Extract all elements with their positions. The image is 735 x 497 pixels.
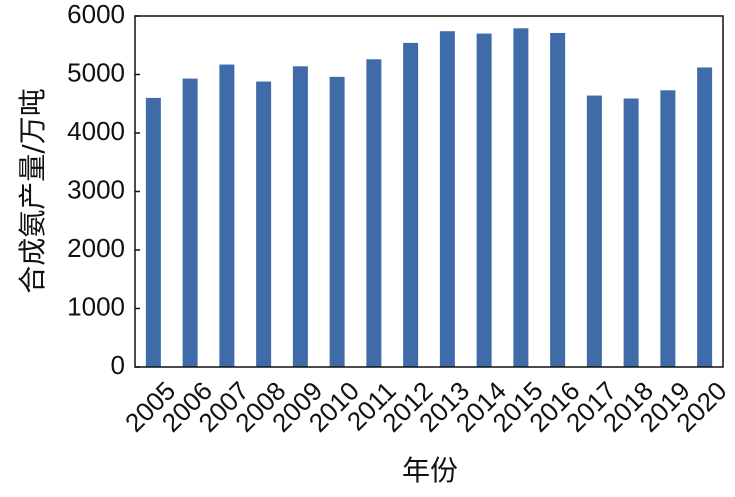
bar	[439, 31, 455, 368]
bar	[292, 66, 308, 367]
bar	[697, 67, 713, 367]
bar	[256, 81, 272, 368]
bar	[550, 32, 566, 368]
bar	[329, 76, 345, 367]
y-tick-label: 3000	[67, 174, 125, 204]
y-tick-label: 5000	[67, 57, 125, 87]
bar	[403, 42, 419, 367]
bar	[660, 90, 676, 368]
bar	[476, 33, 492, 368]
bar	[586, 95, 602, 367]
bar	[145, 97, 161, 368]
y-tick-label: 6000	[67, 0, 125, 29]
y-tick-label: 1000	[67, 291, 125, 321]
bar	[366, 59, 382, 367]
x-axis-title: 年份	[402, 454, 458, 487]
bar	[623, 98, 639, 368]
bar	[219, 64, 235, 368]
y-axis-title: 合成氨产量/万吨	[16, 88, 49, 293]
plot-frame	[134, 15, 724, 368]
bar	[513, 28, 529, 367]
y-tick-label: 2000	[67, 233, 125, 263]
y-tick-label: 0	[111, 350, 125, 380]
y-tick-label: 4000	[67, 116, 125, 146]
bar	[182, 78, 198, 367]
